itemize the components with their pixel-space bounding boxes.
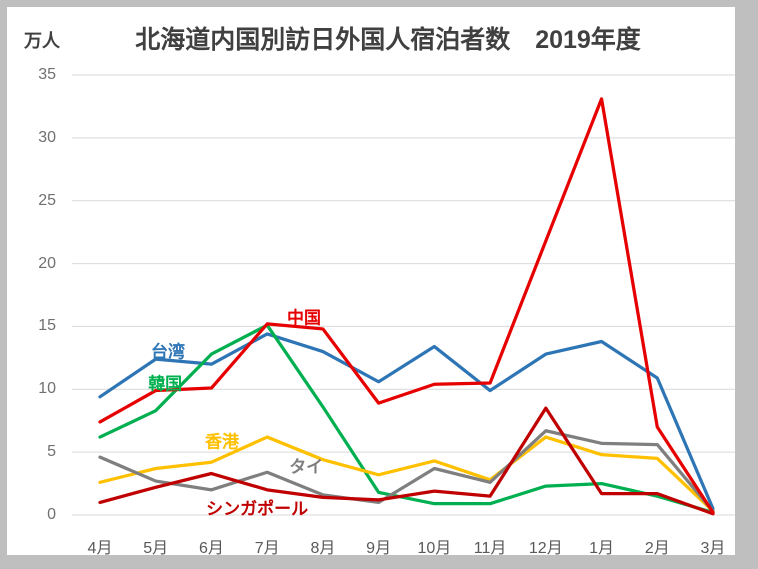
x-tick-label-12: 3月 — [700, 540, 726, 555]
y-tick-label-15: 15 — [38, 317, 56, 335]
series-line-taiwan — [98, 332, 715, 511]
series-label-korea: 韓国 — [148, 374, 183, 394]
x-tick-label-2: 5月 — [143, 540, 169, 555]
x-tick-label-10: 1月 — [589, 540, 614, 555]
series-line-singapore — [98, 406, 715, 516]
series-label-hongkong: 香港 — [205, 432, 240, 452]
y-axis-unit-label: 万人 — [24, 31, 60, 51]
series-label-taiwan: 台湾 — [150, 342, 185, 362]
series-line-korea — [98, 323, 715, 515]
x-tick-label-6: 9月 — [366, 540, 392, 555]
chart-svg — [72, 74, 735, 516]
series-line-china — [98, 97, 715, 515]
chart-canvas: 万人 北海道内国別訪日外国人宿泊者数 2019年度 0 5 10 15 20 25 30 35… — [7, 7, 735, 555]
chart-title: 北海道内国別訪日外国人宿泊者数 2019年度 — [135, 26, 641, 54]
series-line-hongkong — [98, 435, 715, 513]
y-tick-label-5: 5 — [47, 443, 56, 461]
x-tick-label-11: 2月 — [644, 540, 670, 555]
y-tick-label-10: 10 — [38, 380, 56, 398]
y-tick-label-0: 0 — [47, 506, 56, 523]
x-tick-label-7: 10月 — [417, 540, 452, 555]
x-tick-label-3: 6月 — [199, 540, 224, 555]
series-label-china: 中国 — [286, 308, 321, 328]
x-tick-label-8: 11月 — [473, 540, 507, 555]
x-tick-label-5: 8月 — [310, 540, 336, 555]
series-line-thailand — [98, 429, 715, 513]
y-tick-label-20: 20 — [38, 254, 56, 272]
y-tick-label-25: 25 — [38, 191, 56, 209]
series-label-thailand: タイ — [289, 457, 324, 477]
x-tick-label-1: 4月 — [87, 540, 113, 555]
x-tick-label-4: 7月 — [254, 540, 280, 555]
x-tick-label-9: 12月 — [528, 540, 563, 555]
y-tick-label-35: 35 — [38, 66, 56, 83]
series-label-singapore: シンガポール — [206, 499, 309, 519]
y-tick-label-30: 30 — [38, 128, 56, 146]
